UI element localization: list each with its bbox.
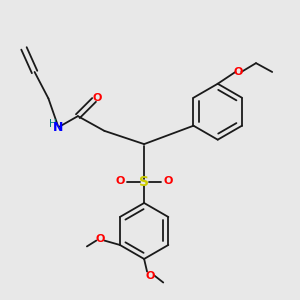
Text: O: O bbox=[146, 271, 155, 281]
Text: N: N bbox=[53, 122, 63, 134]
Text: O: O bbox=[164, 176, 173, 186]
Text: O: O bbox=[95, 234, 105, 244]
Text: O: O bbox=[115, 176, 125, 186]
Text: O: O bbox=[93, 93, 102, 103]
Text: O: O bbox=[234, 67, 243, 77]
Text: S: S bbox=[139, 176, 149, 189]
Text: H: H bbox=[49, 119, 57, 129]
